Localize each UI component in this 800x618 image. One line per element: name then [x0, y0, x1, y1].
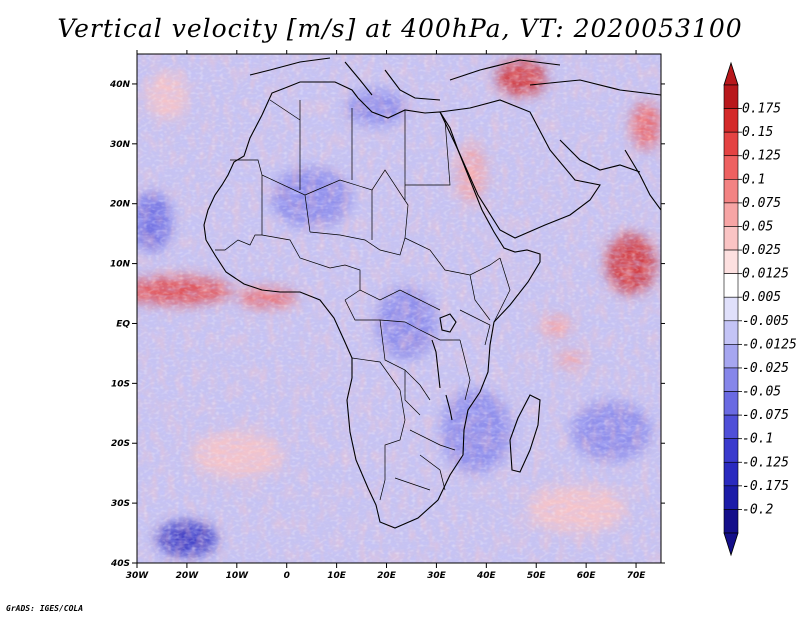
colorbar-label: -0.125: [742, 455, 789, 470]
colorbar-swatch: [723, 438, 739, 463]
colorbar-swatch: [723, 320, 739, 345]
colorbar-swatch: [723, 485, 739, 510]
x-tick-label: 10E: [327, 571, 347, 581]
colorbar-label: -0.005: [742, 314, 789, 329]
y-axis-ticks: 40N 30N 20N 10N EQ 10S 20S 30S 40S: [109, 80, 665, 569]
y-tick-label: 10N: [110, 260, 131, 270]
x-tick-label: 40E: [476, 571, 497, 581]
colorbar-label: 0.075: [742, 196, 781, 211]
grads-credit: GrADS: IGES/COLA: [6, 604, 84, 613]
colorbar-label: 0.175: [742, 102, 781, 117]
x-tick-label: 0: [284, 571, 290, 581]
colorbar-label: -0.1: [742, 432, 773, 447]
colorbar-swatch: [723, 202, 739, 227]
lake-victoria: [439, 313, 457, 333]
x-tick-label: 20E: [377, 571, 397, 581]
colorbar-swatch: [723, 226, 739, 251]
y-tick-label: 30S: [111, 499, 130, 509]
colorbar-swatch: [723, 273, 739, 298]
colorbar-swatch: [723, 131, 739, 157]
colorbar-swatch: [723, 296, 739, 322]
y-tick-label: EQ: [116, 319, 130, 329]
madagascar: [509, 394, 541, 473]
y-tick-label: 40S: [110, 559, 130, 569]
colorbar-top-arrow: [723, 61, 739, 86]
y-tick-label: 40N: [109, 80, 131, 90]
colorbar-label: -0.05: [742, 385, 781, 400]
colorbar-label: 0.1: [742, 172, 765, 187]
europe-coast: [249, 57, 661, 101]
colorbar-label: 0.125: [742, 149, 781, 164]
colorbar-swatch: [723, 414, 739, 439]
vertical-velocity-field: [137, 54, 661, 563]
africa-coastline: [203, 81, 541, 529]
arabia: [439, 99, 601, 239]
x-axis-ticks: 30W 20W 10W 0 10E 20E 30E 40E 50E 60E 70E: [126, 50, 646, 581]
colorbar: 0.175 0.15 0.125 0.1 0.075 0.05 0.025 0.0125 0.0…: [723, 61, 797, 557]
colorbar-bottom-arrow: [723, 532, 739, 557]
x-tick-label: 10W: [226, 571, 250, 581]
colorbar-swatch: [723, 108, 739, 133]
colorbar-swatch: [723, 84, 739, 109]
colorbar-label: -0.075: [742, 408, 789, 423]
colorbar-label: -0.025: [742, 361, 789, 376]
chart-title: Vertical velocity [m/s] at 400hPa, VT: 2…: [57, 14, 743, 43]
map-frame: [136, 53, 662, 564]
india-coast: [624, 149, 661, 211]
y-tick-label: 10S: [111, 379, 130, 389]
colorbar-label: 0.05: [742, 219, 773, 234]
colorbar-label: -0.175: [742, 479, 789, 494]
colorbar-label: -0.2: [742, 502, 773, 517]
colorbar-label: -0.0125: [742, 337, 797, 352]
y-tick-label: 20N: [110, 200, 131, 210]
y-tick-label: 20S: [111, 439, 130, 449]
country-borders: [215, 99, 511, 501]
colorbar-label: 0.025: [742, 243, 781, 258]
colorbar-swatch: [723, 391, 739, 416]
colorbar-swatch: [723, 155, 739, 180]
persian-gulf: [559, 139, 641, 173]
x-tick-label: 70E: [627, 571, 647, 581]
x-tick-label: 50E: [527, 571, 547, 581]
colorbar-label: 0.005: [742, 290, 781, 305]
colorbar-swatch: [723, 249, 739, 274]
y-tick-label: 30N: [110, 140, 131, 150]
coastlines: [203, 57, 661, 529]
colorbar-swatch: [723, 179, 739, 204]
lake-tanganyika: [431, 339, 453, 421]
x-tick-label: 30W: [126, 571, 150, 581]
colorbar-swatch: [723, 509, 739, 534]
x-tick-label: 60E: [577, 571, 597, 581]
x-tick-label: 30E: [427, 571, 447, 581]
colorbar-swatch: [723, 367, 739, 392]
colorbar-swatch: [723, 344, 739, 369]
colorbar-swatch: [723, 461, 739, 487]
colorbar-label: 0.0125: [742, 267, 789, 282]
x-tick-label: 20W: [176, 571, 200, 581]
colorbar-label: 0.15: [742, 125, 773, 140]
field-texture-white: [137, 54, 661, 563]
